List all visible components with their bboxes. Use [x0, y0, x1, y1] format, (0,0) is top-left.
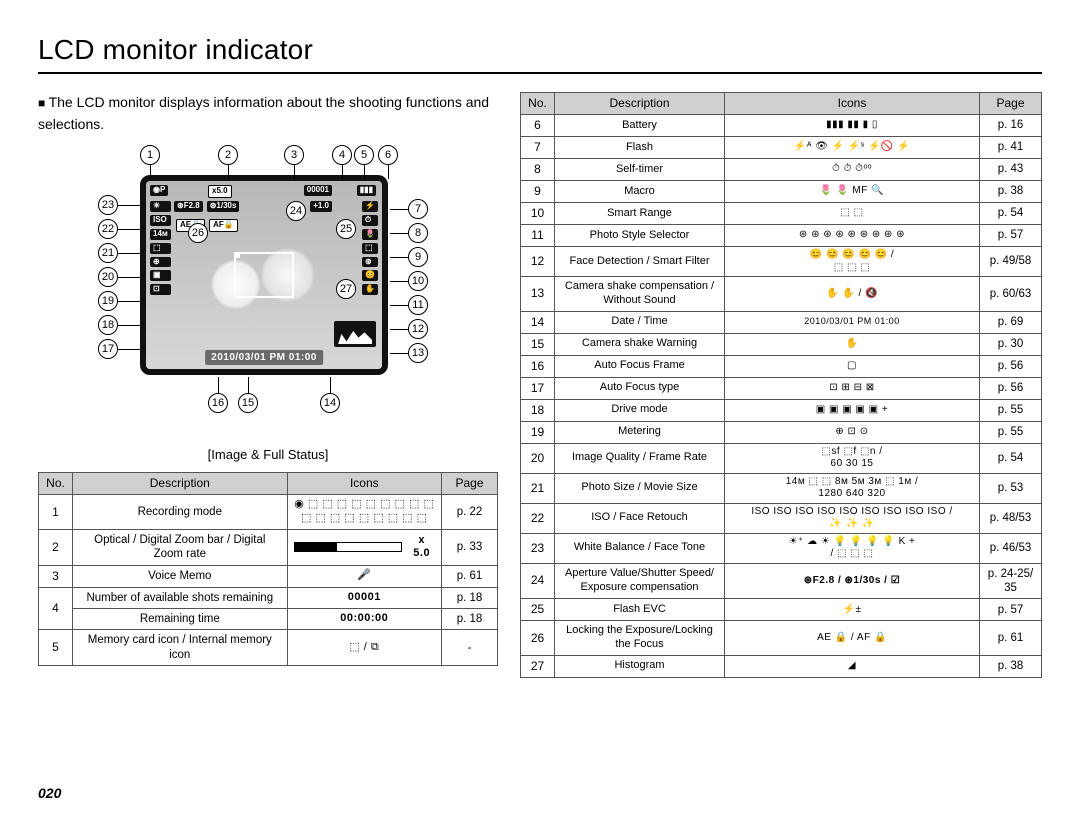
th-no: No.	[521, 93, 555, 115]
table-row: 25Flash EVC⚡±p. 57	[521, 599, 1042, 621]
page-number: 020	[38, 785, 61, 801]
table-row: Remaining time00:00:00p. 18	[39, 609, 498, 630]
callout-5: 5	[354, 145, 374, 165]
callout-8: 8	[408, 223, 428, 243]
table-row: 11Photo Style Selector⊛ ⊛ ⊛ ⊛ ⊛ ⊛ ⊛ ⊛ ⊛p…	[521, 225, 1042, 247]
right-table: No. Description Icons Page 6Battery▮▮▮ ▮…	[520, 92, 1042, 678]
datetime-overlay: 2010/03/01 PM 01:00	[205, 350, 323, 365]
th-no: No.	[39, 473, 73, 495]
table-row: 3Voice Memo🎤p. 61	[39, 565, 498, 587]
callout-21: 21	[98, 243, 118, 263]
callout-4: 4	[332, 145, 352, 165]
table-row: 13Camera shake compensation / Without So…	[521, 277, 1042, 312]
af-frame-icon	[234, 252, 294, 298]
table-row: 4Number of available shots remaining0000…	[39, 587, 498, 608]
callout-7: 7	[408, 199, 428, 219]
callout-6: 6	[378, 145, 398, 165]
table-row: 26Locking the Exposure/Locking the Focus…	[521, 621, 1042, 656]
iso-icon: ISO	[150, 215, 171, 226]
table-row: 22ISO / Face RetouchISO ISO ISO ISO ISO …	[521, 503, 1042, 533]
table-row: 10Smart Range⬚ ⬚p. 54	[521, 203, 1042, 225]
table-row: 12Face Detection / Smart Filter😊 😊 😊 😊 😊…	[521, 247, 1042, 277]
table-row: 23White Balance / Face Tone☀⁺ ☁ ☀ 💡 💡 💡 …	[521, 533, 1042, 563]
table-row: 27Histogram◢p. 38	[521, 655, 1042, 677]
aperture-chip: ⊛F2.8	[174, 201, 203, 212]
callout-3: 3	[284, 145, 304, 165]
diagram-caption: [Image & Full Status]	[38, 447, 498, 462]
callout-2: 2	[218, 145, 238, 165]
table-row: 9Macro🌷 🌷 MF 🔍p. 38	[521, 181, 1042, 203]
battery-icon: ▮▮▮	[357, 185, 376, 196]
mode-icon: ◉P	[150, 185, 168, 196]
shutter-chip: ⊛1/30s	[207, 201, 240, 212]
table-row: 24Aperture Value/Shutter Speed/ Exposure…	[521, 563, 1042, 599]
th-page: Page	[980, 93, 1042, 115]
table-row: 7Flash⚡ᴬ 👁 ⚡ ⚡ˢ ⚡🚫 ⚡p. 41	[521, 137, 1042, 159]
meter-icon: ⊕	[150, 257, 171, 268]
size-icon: 14м	[150, 229, 171, 240]
callout-20: 20	[98, 267, 118, 287]
count-chip: 00001	[304, 185, 332, 196]
th-page: Page	[442, 473, 498, 495]
callout-14: 14	[320, 393, 340, 413]
table-row: 16Auto Focus Frame▢p. 56	[521, 355, 1042, 377]
drive-icon: ▣	[150, 270, 171, 281]
table-row: 14Date / Time2010/03/01 PM 01:00p. 69	[521, 311, 1042, 333]
style-icon: ⊛	[362, 257, 378, 268]
qual-icon: ⬚	[150, 243, 171, 254]
zoom-chip: x5.0	[208, 185, 232, 198]
range-icon: ⬚	[362, 243, 378, 254]
table-row: 17Auto Focus type⊡ ⊞ ⊟ ⊠p. 56	[521, 377, 1042, 399]
table-row: 20Image Quality / Frame Rate⬚sf ⬚f ⬚n /6…	[521, 443, 1042, 473]
callout-10: 10	[408, 271, 428, 291]
lcd-screen: ◉P x5.0 00001 ▮▮▮ ⊛F2.8 ⊛1/30s +1.0	[140, 175, 388, 375]
histogram-icon	[334, 321, 376, 347]
ev-chip: +1.0	[310, 201, 332, 212]
table-row: 19Metering⊕ ⊡ ⊙p. 55	[521, 421, 1042, 443]
callout-16: 16	[208, 393, 228, 413]
left-table: No. Description Icons Page 1Recording mo…	[38, 472, 498, 666]
table-row: 1Recording mode◉ ⬚ ⬚ ⬚ ⬚ ⬚ ⬚ ⬚ ⬚ ⬚⬚ ⬚ ⬚ …	[39, 495, 498, 530]
macro-icon: 🌷	[362, 229, 378, 240]
callout-13: 13	[408, 343, 428, 363]
callout-19: 19	[98, 291, 118, 311]
table-row: 18Drive mode▣ ▣ ▣ ▣ ▣ +p. 55	[521, 399, 1042, 421]
callout-17: 17	[98, 339, 118, 359]
af-lock-chip: AF🔒	[209, 219, 238, 232]
callout-1: 1	[140, 145, 160, 165]
callout-22: 22	[98, 219, 118, 239]
flash-icon: ⚡	[362, 201, 378, 212]
table-row: 5Memory card icon / Internal memory icon…	[39, 630, 498, 666]
th-icons: Icons	[725, 93, 980, 115]
page-title: LCD monitor indicator	[38, 34, 1042, 74]
table-row: 2Optical / Digital Zoom bar / Digital Zo…	[39, 529, 498, 565]
lcd-diagram: ◉P x5.0 00001 ▮▮▮ ⊛F2.8 ⊛1/30s +1.0	[38, 145, 498, 445]
face-icon: 😊	[362, 270, 378, 281]
th-desc: Description	[73, 473, 288, 495]
callout-12: 12	[408, 319, 428, 339]
th-desc: Description	[555, 93, 725, 115]
callout-18: 18	[98, 315, 118, 335]
ois-icon: ✋	[362, 284, 378, 295]
callout-15: 15	[238, 393, 258, 413]
table-row: 15Camera shake Warning✋p. 30	[521, 333, 1042, 355]
callout-9: 9	[408, 247, 428, 267]
callout-23: 23	[98, 195, 118, 215]
timer-icon: ⏱	[362, 215, 378, 226]
wb-icon: ☀	[150, 201, 171, 212]
table-row: 6Battery▮▮▮ ▮▮ ▮ ▯p. 16	[521, 115, 1042, 137]
aftype-icon: ⊡	[150, 284, 171, 295]
table-row: 8Self-timer⏱ ⏱ ⏱ᵒᵒp. 43	[521, 159, 1042, 181]
table-row: 21Photo Size / Movie Size14м ⬚ ⬚ 8м 5м 3…	[521, 473, 1042, 503]
callout-11: 11	[408, 295, 428, 315]
th-icons: Icons	[287, 473, 441, 495]
intro-text: The LCD monitor displays information abo…	[38, 92, 498, 135]
